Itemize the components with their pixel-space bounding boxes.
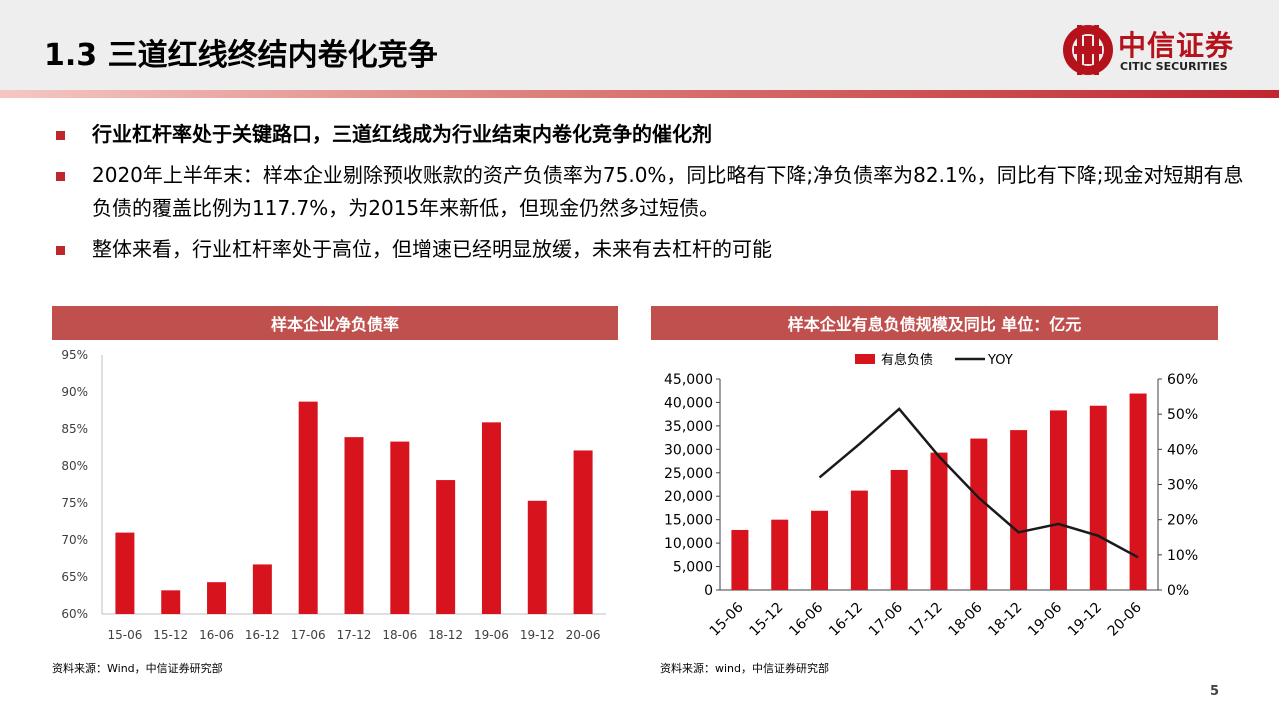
chart2-x-tick-label: 20-06 [1105, 599, 1145, 639]
chart2-right-tick-label: 30% [1167, 478, 1198, 494]
bullet-text: 整体来看，行业杠杆率处于高位，但增速已经明显放缓，未来有去杠杆的可能 [92, 237, 772, 261]
chart1-x-tick-label: 18-12 [428, 628, 463, 642]
chart1-bar [390, 441, 410, 614]
chart1-bar [344, 437, 364, 614]
chart1-source: 资料来源：Wind，中信证券研究部 [52, 662, 223, 675]
chart2-x-tick-label: 15-06 [707, 599, 747, 639]
chart1-y-tick-label: 90% [61, 385, 88, 399]
chart2-source: 资料来源：wind，中信证券研究部 [660, 662, 830, 675]
chart2-bar [850, 490, 868, 590]
header-accent-line [0, 90, 1279, 98]
chart2-bar [1129, 393, 1147, 590]
chart2-left-tick-label: 45,000 [664, 372, 713, 388]
chart2-x-tick-label: 19-06 [1025, 599, 1065, 639]
chart2-legend-bar-swatch [855, 354, 875, 364]
chart1-svg: 60% 65% 70% 75% 80% 85% 90% 95% 15-06 15-12 16-06 1… [61, 348, 606, 642]
chart2-x-tick-label: 19-12 [1065, 600, 1105, 640]
chart1-title: 样本企业净负债率 [52, 306, 618, 340]
chart2-left-tick-label: 25,000 [664, 466, 713, 482]
chart1-bar [161, 590, 181, 614]
chart1-bar [115, 532, 135, 614]
chart2-left-tick-label: 40,000 [664, 395, 713, 411]
logo-text-cn: 中信证券 [1118, 29, 1235, 62]
chart2-title: 样本企业有息负债规模及同比 单位：亿元 [651, 306, 1218, 340]
chart2-x-tick-label: 16-06 [786, 599, 826, 639]
citic-logo: 中信证券 CITIC SECURITIES [1060, 22, 1250, 78]
chart1-bar [481, 422, 501, 614]
chart1-x-tick-label: 16-06 [199, 628, 234, 642]
chart1-bar [252, 564, 272, 614]
chart2-x-tick-label: 17-06 [866, 599, 906, 639]
chart2-bar [930, 452, 948, 590]
bullet-item: 2020年上半年末：样本企业剔除预收账款的资产负债率为75.0%，同比略有下降;… [56, 159, 1246, 225]
chart1-bar [207, 582, 227, 614]
chart2-bar [771, 519, 789, 590]
chart1-y-tick-label: 80% [61, 459, 88, 473]
chart1-y-tick-label: 60% [61, 607, 88, 621]
chart1-y-tick-label: 85% [61, 422, 88, 436]
bullet-item: 整体来看，行业杠杆率处于高位，但增速已经明显放缓，未来有去杠杆的可能 [56, 233, 1246, 266]
chart1-x-tick-label: 17-06 [291, 628, 326, 642]
chart2-legend-bar-label: 有息负债 [881, 352, 933, 368]
chart2-x-tick-label: 17-12 [906, 600, 946, 640]
chart2-right-tick-label: 50% [1167, 407, 1198, 423]
chart2-svg: 0 5,000 10,000 15,000 20,000 25,000 30,000 35,0… [664, 352, 1198, 640]
chart2-right-tick-label: 10% [1167, 548, 1198, 564]
chart1-x-tick-label: 16-12 [245, 628, 280, 642]
bullet-square-icon [56, 246, 65, 255]
bullet-square-icon [56, 131, 65, 140]
chart2-x-tick-label: 16-12 [826, 600, 866, 640]
chart1-x-tick-label: 17-12 [337, 628, 372, 642]
chart1-bar [573, 450, 593, 614]
chart1-x-tick-label: 19-12 [520, 628, 555, 642]
chart1-x-tick-label: 20-06 [566, 628, 601, 642]
chart2-left-tick-label: 10,000 [664, 536, 713, 552]
chart2-left-tick-label: 35,000 [664, 419, 713, 435]
chart2-bar [731, 529, 749, 590]
chart2-left-tick-label: 15,000 [664, 513, 713, 529]
chart2-bar [811, 510, 829, 590]
chart2-legend-line-label: YOY [987, 353, 1013, 368]
chart2-bar [970, 438, 988, 590]
logo-text-en: CITIC SECURITIES [1120, 60, 1228, 73]
bullet-text: 2020年上半年末：样本企业剔除预收账款的资产负债率为75.0%，同比略有下降;… [92, 163, 1244, 220]
citic-logo-icon [1063, 25, 1113, 75]
chart2-right-tick-label: 20% [1167, 513, 1198, 529]
chart1-bar [527, 500, 547, 614]
bullet-item: 行业杠杆率处于关键路口，三道红线成为行业结束内卷化竞争的催化剂 [56, 118, 1246, 151]
chart1-x-tick-label: 19-06 [474, 628, 509, 642]
chart2-right-tick-label: 40% [1167, 442, 1198, 458]
chart2-right-tick-label: 60% [1167, 372, 1198, 388]
chart2-bar [1010, 430, 1028, 590]
chart2-left-tick-label: 0 [704, 583, 713, 599]
bullet-list: 行业杠杆率处于关键路口，三道红线成为行业结束内卷化竞争的催化剂 2020年上半年… [56, 118, 1246, 274]
chart2-yoy-line [818, 407, 1139, 559]
chart1-bar [298, 401, 318, 614]
chart1-x-tick-label: 18-06 [382, 628, 417, 642]
chart1-bar [436, 480, 456, 614]
chart2-bar [890, 469, 908, 590]
chart1-x-tick-label: 15-06 [107, 628, 142, 642]
chart2-left-tick-label: 30,000 [664, 442, 713, 458]
bullet-text: 行业杠杆率处于关键路口，三道红线成为行业结束内卷化竞争的催化剂 [92, 122, 712, 146]
chart1-y-tick-label: 65% [61, 570, 88, 584]
chart1-y-tick-label: 70% [61, 533, 88, 547]
page-number: 5 [1210, 684, 1220, 699]
chart1-y-tick-label: 95% [61, 348, 88, 362]
chart2-left-tick-label: 20,000 [664, 489, 713, 505]
chart2-right-tick-label: 0% [1167, 583, 1189, 599]
chart2-left-tick-label: 5,000 [673, 560, 713, 576]
chart2-x-tick-label: 18-06 [946, 599, 986, 639]
chart2-x-tick-label: 18-12 [985, 600, 1025, 640]
bullet-square-icon [56, 172, 65, 181]
chart2-bar [1049, 410, 1067, 590]
chart1-x-tick-label: 15-12 [153, 628, 188, 642]
page-title: 1.3 三道红线终结内卷化竞争 [44, 38, 438, 73]
chart2-x-tick-label: 15-12 [746, 600, 786, 640]
chart1-y-tick-label: 75% [61, 496, 88, 510]
chart2-bar [1089, 405, 1107, 590]
